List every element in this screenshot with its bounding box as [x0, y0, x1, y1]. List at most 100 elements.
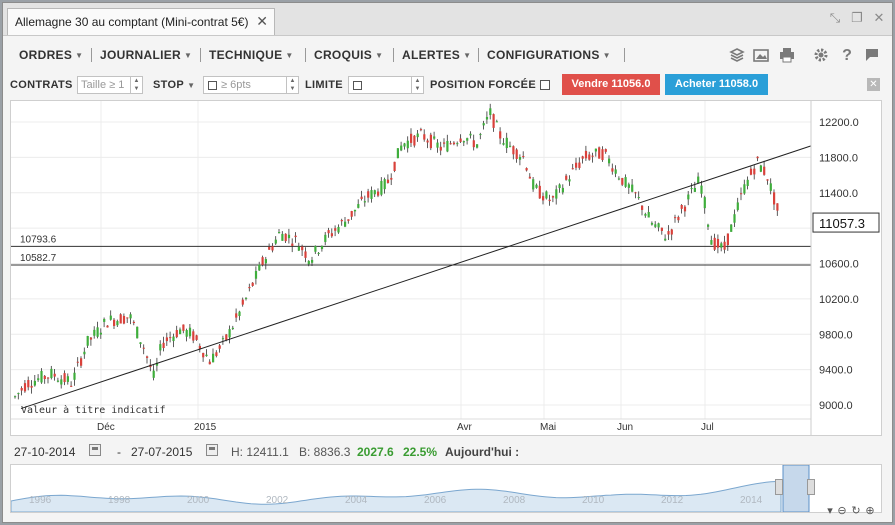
- candle-body: [53, 373, 56, 377]
- high-value: H: 12411.1: [231, 445, 289, 459]
- menu-journal[interactable]: JOURNALIER ▼: [100, 48, 193, 62]
- candle-body: [588, 154, 591, 160]
- candle-body: [297, 246, 300, 251]
- navigator-selection[interactable]: [782, 465, 810, 512]
- tab-bar: Allemagne 30 au comptant (Mini-contrat 5…: [3, 3, 892, 36]
- candle-body: [393, 161, 396, 171]
- candle-body: [601, 149, 604, 161]
- candle-body: [502, 143, 505, 145]
- menu-configurations[interactable]: CONFIGURATIONS ▼: [487, 48, 611, 62]
- tab-instrument[interactable]: Allemagne 30 au comptant (Mini-contrat 5…: [7, 8, 275, 35]
- candle-body: [743, 184, 746, 194]
- horizontal-level-label: 10793.6: [20, 234, 57, 245]
- candle-body: [261, 257, 264, 265]
- candle-body: [50, 368, 53, 378]
- history-navigator[interactable]: 1996 1998 2000 2002 2004 2006 2008 2010 2012 2014: [10, 464, 882, 513]
- close-window-icon[interactable]: ✕: [873, 10, 885, 25]
- nav-arrow-icon[interactable]: ▾: [827, 505, 833, 517]
- contracts-stepper[interactable]: Taille ≥ 1 ▲ ▼: [77, 76, 143, 94]
- candle-body: [119, 314, 122, 324]
- candle-body: [472, 140, 475, 148]
- tab-close-icon[interactable]: ✕: [256, 13, 268, 29]
- candle-body: [410, 133, 413, 143]
- candle-body: [66, 376, 69, 382]
- candle-body: [716, 238, 720, 248]
- candle-body: [314, 245, 317, 252]
- candle-body: [759, 165, 762, 172]
- reset-icon[interactable]: ↻: [851, 505, 861, 517]
- layers-icon[interactable]: [728, 47, 746, 65]
- candle-body: [614, 169, 617, 174]
- price-chart[interactable]: 10793.6 10582.7 12200.0 11800.0 11400.0 1060…: [10, 100, 882, 436]
- candle-body: [740, 193, 743, 195]
- change-percent: 22.5%: [403, 445, 438, 459]
- stop-dropdown[interactable]: STOP ▼: [153, 79, 196, 91]
- candle-body: [627, 184, 630, 188]
- candle-body: [155, 362, 159, 366]
- help-icon[interactable]: ?: [842, 47, 852, 64]
- candle-body: [136, 326, 139, 339]
- zoom-in-icon[interactable]: ⊕: [865, 505, 875, 517]
- navigator-handle-right[interactable]: [807, 479, 815, 495]
- candle-body: [113, 319, 116, 326]
- zoom-out-icon[interactable]: ⊖: [837, 505, 847, 517]
- candle-body: [195, 335, 198, 340]
- candle-body: [60, 379, 63, 385]
- forced-position-label: POSITION FORCÉE: [430, 79, 536, 91]
- candle-body: [674, 217, 677, 219]
- close-order-bar-icon[interactable]: ✕: [867, 78, 880, 91]
- to-date[interactable]: 27-07-2015: [131, 445, 193, 459]
- candle-body: [225, 334, 228, 341]
- gear-icon[interactable]: [812, 47, 830, 65]
- candle-body: [555, 189, 558, 199]
- candle-body: [561, 187, 564, 193]
- popout-icon[interactable]: ❐: [851, 10, 863, 25]
- candle-body: [14, 396, 17, 398]
- image-icon[interactable]: [752, 47, 770, 65]
- sell-button[interactable]: Vendre 11056.0: [562, 74, 660, 95]
- candle-body: [604, 149, 607, 152]
- navigator-year-label: 1996: [29, 495, 52, 506]
- navigator-handle-left[interactable]: [775, 479, 783, 495]
- candle-body: [182, 324, 185, 331]
- candle-body: [33, 380, 36, 386]
- calendar-to-icon[interactable]: [206, 444, 218, 456]
- candle-body: [27, 380, 30, 388]
- from-date[interactable]: 27-10-2014: [14, 445, 76, 459]
- candle-body: [198, 345, 201, 350]
- buy-button[interactable]: Acheter 11058.0: [665, 74, 768, 95]
- candle-body: [644, 213, 647, 216]
- candle-body: [99, 332, 102, 335]
- flag-icon[interactable]: [863, 47, 881, 65]
- y-tick-label: 10600.0: [819, 259, 859, 271]
- candle-body: [535, 184, 538, 188]
- candle-body: [551, 196, 555, 198]
- y-tick-label: 11400.0: [819, 188, 858, 200]
- trendline[interactable]: [20, 145, 812, 410]
- candle-body: [634, 192, 637, 194]
- candle-body: [63, 373, 66, 383]
- candle-body: [462, 141, 465, 143]
- menu-alerts[interactable]: ALERTES ▼: [402, 48, 472, 62]
- horizontal-level-label: 10582.7: [20, 253, 57, 264]
- resize-icon[interactable]: ⤡: [829, 10, 841, 25]
- menu-technical[interactable]: TECHNIQUE ▼: [209, 48, 294, 62]
- chart-canvas[interactable]: 10793.6 10582.7 12200.0 11800.0 11400.0 1060…: [11, 101, 881, 435]
- candle-body: [776, 203, 779, 211]
- menu-sketches[interactable]: CROQUIS ▼: [314, 48, 384, 62]
- candle-body: [162, 342, 165, 348]
- menu-orders[interactable]: ORDRES ▼: [19, 48, 84, 62]
- forced-position-checkbox[interactable]: [540, 80, 550, 90]
- candle-body: [700, 185, 703, 194]
- candle-body: [106, 325, 109, 328]
- limit-stepper[interactable]: ▲ ▼: [348, 76, 424, 94]
- calendar-from-icon[interactable]: [89, 444, 101, 456]
- candle-body: [403, 143, 406, 147]
- stop-stepper[interactable]: ≥ 6pts ▲ ▼: [203, 76, 299, 94]
- candle-body: [390, 177, 393, 180]
- candle-body: [185, 330, 188, 337]
- candle-body: [512, 146, 515, 155]
- candle-body: [558, 184, 561, 189]
- print-icon[interactable]: [778, 47, 796, 65]
